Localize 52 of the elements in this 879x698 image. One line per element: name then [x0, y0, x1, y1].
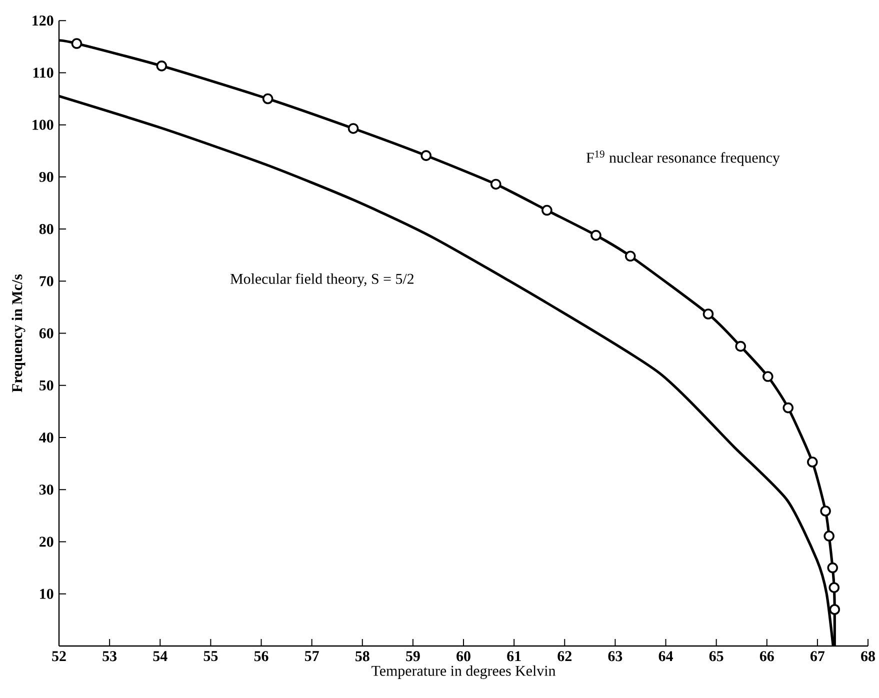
point [590, 230, 602, 241]
point [71, 38, 82, 49]
x-tick-label: 65 [709, 651, 724, 662]
point [782, 402, 794, 414]
y-tick-label: 90 [39, 172, 54, 182]
y-axis-title: Frequency in Mc/s [12, 274, 26, 392]
y-tick-label: 70 [40, 276, 54, 286]
point [762, 371, 774, 382]
x-tick-label: 53 [102, 651, 117, 662]
x-tick-label: 58 [356, 651, 370, 662]
point [624, 250, 636, 262]
point [824, 530, 834, 542]
y-tick-label: 30 [39, 484, 54, 495]
x-tick-label: 60 [456, 651, 470, 662]
point [156, 60, 168, 72]
x-tick-label: 61 [507, 651, 521, 662]
point [806, 456, 818, 468]
x-tick-label: 56 [254, 651, 268, 662]
point [827, 562, 838, 574]
y-tick-label: 120 [32, 16, 54, 26]
x-tick-label: 52 [52, 651, 66, 662]
y-tick-label: 100 [32, 120, 54, 130]
point [828, 582, 840, 594]
x-tick-label: 68 [861, 651, 875, 662]
y-tick-label: 10 [40, 588, 54, 599]
y-tick-label: 60 [39, 328, 54, 338]
x-tick-label: 57 [304, 651, 319, 662]
point [262, 93, 274, 104]
point [820, 506, 831, 516]
annotation: F$^{19}$ nuclear resonance frequency [586, 150, 780, 166]
point [735, 340, 746, 352]
x-tick-label: 54 [153, 651, 168, 662]
x-tick-label: 55 [204, 651, 218, 662]
annotation: Molecular field theory, S = 5/2 [230, 273, 414, 287]
point [829, 604, 840, 615]
point [542, 204, 552, 216]
y-tick-label: 40 [39, 432, 54, 443]
x-tick-label: 62 [558, 651, 572, 662]
point [490, 178, 502, 190]
y-tick-label: 50 [39, 380, 54, 390]
y-tick-label: 80 [39, 224, 54, 234]
x-tick-label: 63 [608, 651, 622, 662]
y-tick-label: 110 [33, 68, 54, 78]
x-tick-label: 67 [810, 651, 825, 662]
point [420, 150, 432, 161]
x-tick-label: 59 [406, 651, 420, 662]
point [348, 123, 359, 134]
point [702, 308, 714, 320]
x-tick-label: 66 [760, 651, 774, 662]
x-axis-title: Temperature in degrees Kelvin [372, 665, 556, 679]
y-tick-label: 20 [40, 536, 54, 547]
x-tick-label: 64 [658, 651, 673, 662]
